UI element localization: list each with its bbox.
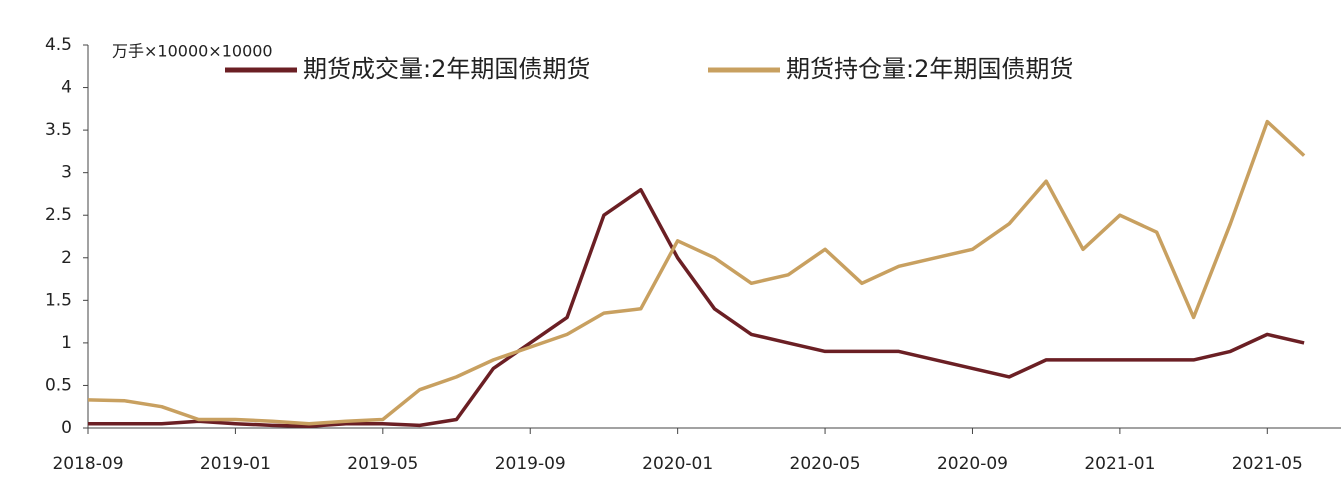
legend-label: 期货成交量:2年期国债期货 (303, 55, 590, 83)
x-tick-label: 2020-01 (642, 454, 713, 474)
x-tick-label: 2020-05 (790, 454, 861, 474)
y-tick-label: 2.5 (45, 205, 72, 225)
y-tick-label: 2 (61, 248, 72, 268)
line-series (87, 119, 1306, 426)
x-tick-label: 2021-05 (1232, 454, 1303, 474)
x-tick-label: 2019-09 (495, 454, 566, 474)
x-tick-label: 2019-01 (200, 454, 271, 474)
y-tick-label: 0 (61, 418, 72, 438)
y-tick-label: 1.5 (45, 290, 72, 310)
y-tick-label: 3 (61, 163, 72, 183)
y-tick-label: 0.5 (45, 375, 72, 395)
y-tick-label: 3.5 (45, 120, 72, 140)
y-tick-label: 4.5 (45, 35, 72, 55)
y-tick-label: 1 (61, 333, 72, 353)
x-tick-label: 2018-09 (52, 454, 123, 474)
line-series (88, 187, 1305, 429)
x-tick-label: 2020-09 (937, 454, 1008, 474)
y-axis-label: 万手×10000×10000 (112, 42, 273, 61)
y-tick-label: 4 (61, 78, 72, 98)
x-tick-label: 2019-05 (347, 454, 418, 474)
legend-label: 期货持仓量:2年期国债期货 (786, 55, 1073, 83)
x-tick-label: 2021-01 (1084, 454, 1155, 474)
